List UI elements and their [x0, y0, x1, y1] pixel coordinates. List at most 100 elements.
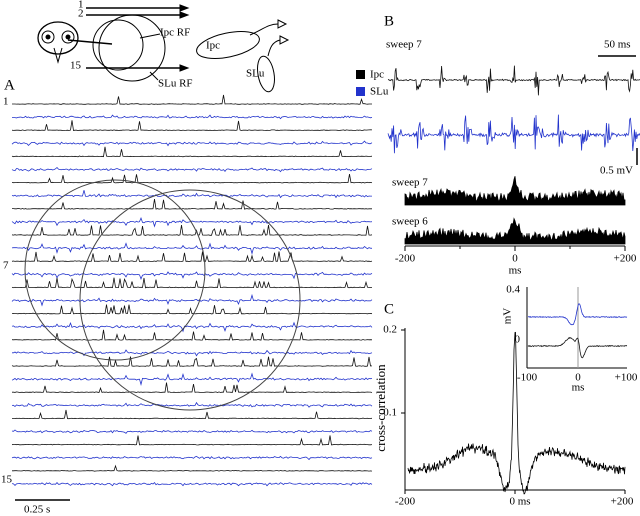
slu-trace	[11, 321, 373, 333]
row-label: 15	[1, 474, 13, 486]
slu-rf-circle	[98, 14, 166, 82]
slu-trace	[387, 114, 640, 154]
ipc-trace	[11, 356, 373, 367]
traces	[11, 94, 373, 487]
slu-waveform	[528, 303, 628, 326]
histogram	[404, 176, 626, 206]
legend-swatch	[356, 70, 365, 79]
ipc-trace	[11, 409, 373, 420]
hist-label: sweep 7	[392, 177, 428, 189]
inset-y-tick: 0.4	[506, 284, 520, 296]
slu-neuron	[257, 55, 275, 93]
slu-trace	[11, 140, 373, 147]
ipc-waveform	[527, 336, 628, 359]
slu-trace	[11, 216, 373, 228]
ipc-trace	[11, 304, 373, 315]
x-tick-label: -200	[395, 253, 416, 265]
terminal	[277, 19, 288, 29]
owl-eye	[61, 30, 75, 44]
slu-trace	[11, 271, 373, 281]
slu-rf-outline	[79, 189, 301, 411]
slu-dendrite	[267, 39, 281, 57]
scale-label: 0.5 mV	[600, 165, 633, 177]
legend-label: Ipc	[370, 69, 384, 81]
panel-letter: C	[384, 301, 394, 317]
arrow-head	[179, 4, 190, 72]
ipc-trace	[11, 329, 373, 341]
inset-x-tick: +100	[615, 372, 638, 384]
ipc-rf-outline	[24, 179, 206, 361]
electrode-label: 15	[70, 60, 82, 72]
x-axis	[404, 245, 626, 251]
ipc-trace	[11, 277, 373, 289]
ipc-axon	[249, 23, 279, 36]
y-tick-label: 0.1	[383, 407, 397, 419]
owl-pupil	[45, 34, 51, 40]
cross-correlation-trace	[407, 331, 626, 495]
inset-y-tick: 0	[515, 334, 521, 346]
slu-trace	[11, 293, 373, 307]
slu-trace	[11, 242, 373, 255]
ipc-trace	[11, 120, 373, 132]
axes	[401, 328, 626, 494]
y-tick-label: 0.2	[383, 324, 397, 336]
y-label: cross-correlation	[373, 364, 388, 452]
ipc-trace	[11, 174, 373, 184]
inset-y-unit: mV	[502, 308, 514, 325]
schematic	[37, 4, 290, 93]
owl-beak	[53, 47, 63, 64]
x-tick-label: 0 ms	[509, 496, 530, 508]
inset-x-tick: 0	[575, 372, 581, 384]
slu-trace	[11, 401, 373, 408]
ipc-trace	[12, 94, 372, 105]
x-tick-label: +200	[614, 253, 637, 265]
ipc-trace	[387, 65, 640, 96]
ipc-trace	[11, 382, 373, 394]
slu-trace	[11, 190, 372, 199]
ipc-trace	[11, 146, 373, 158]
slu-trace	[11, 455, 373, 461]
histogram	[404, 217, 626, 245]
rf-label: SLu RF	[158, 78, 193, 90]
terminal	[279, 35, 290, 45]
inset-x-unit: ms	[572, 382, 585, 394]
neuron-label: SLu	[246, 68, 265, 80]
inset-x-tick: -100	[517, 372, 538, 384]
slu-trace	[11, 166, 373, 173]
panel-letter: A	[4, 77, 15, 93]
rf-pointer	[139, 33, 161, 81]
ipc-trace	[12, 464, 373, 472]
scale-label: 0.25 s	[24, 504, 50, 516]
traces	[407, 303, 628, 495]
ipc-rf-circle	[92, 19, 144, 71]
ipc-trace	[12, 198, 372, 210]
row-label: 7	[3, 260, 9, 272]
rf-label: Ipc RF	[160, 27, 190, 39]
inset-axes	[526, 287, 627, 369]
x-tick-label: +200	[611, 496, 634, 508]
electrode-label: 1	[78, 0, 84, 11]
slu-trace	[11, 481, 373, 487]
neuron-label: Ipc	[206, 40, 220, 52]
slu-trace	[11, 114, 373, 120]
legend-label: SLu	[370, 86, 389, 98]
gaze-arrow	[67, 39, 113, 45]
owl-head	[37, 21, 79, 55]
x-tick-label: 0	[512, 253, 518, 265]
legend-swatch	[356, 87, 365, 96]
row-label: 1	[3, 96, 9, 108]
electrode-arrow	[86, 7, 180, 69]
ipc-neuron	[196, 31, 260, 59]
electrode-label: 2	[78, 8, 84, 20]
owl-eye	[41, 30, 55, 44]
ipc-trace	[11, 435, 373, 446]
traces	[387, 65, 640, 245]
slu-trace	[12, 349, 373, 357]
owl-pupil	[65, 34, 71, 40]
slu-trace	[11, 429, 373, 434]
slu-trace	[11, 372, 373, 386]
scale-label: 50 ms	[604, 39, 631, 51]
x-unit: ms	[509, 265, 522, 277]
x-tick-label: -200	[395, 496, 416, 508]
